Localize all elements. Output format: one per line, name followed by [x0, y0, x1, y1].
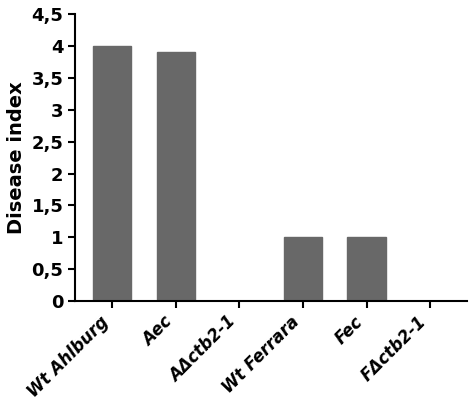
- Bar: [93, 46, 131, 301]
- Bar: [347, 237, 386, 301]
- Bar: [284, 237, 322, 301]
- Bar: [156, 52, 195, 301]
- Y-axis label: Disease index: Disease index: [7, 81, 26, 234]
